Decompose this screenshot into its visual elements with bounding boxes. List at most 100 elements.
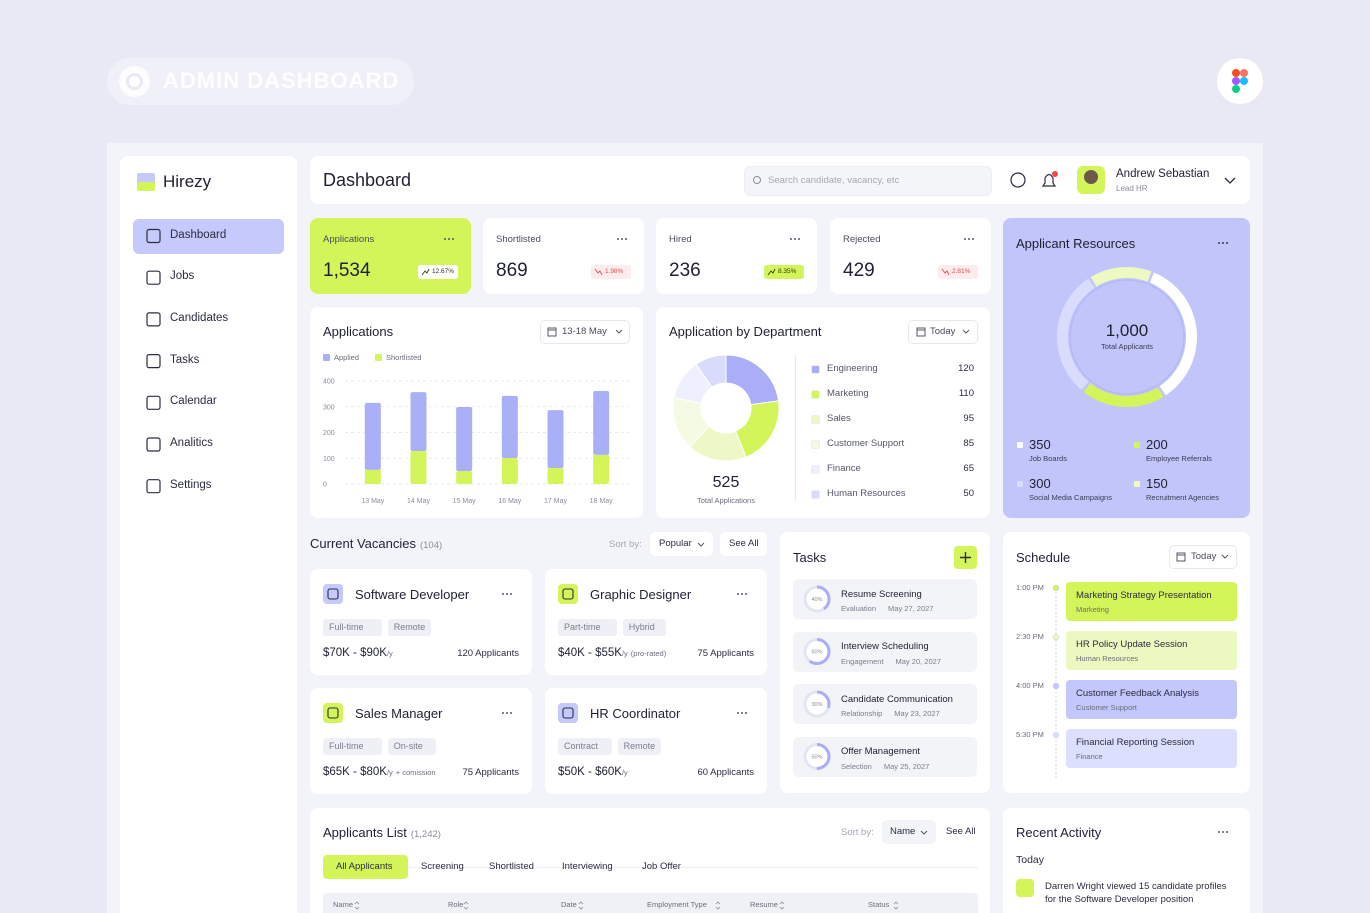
donut-total: 1,000 bbox=[1105, 320, 1149, 340]
nav-item[interactable]: Candidates bbox=[170, 312, 229, 325]
nav-item[interactable]: Dashboard bbox=[170, 228, 227, 241]
job-salary: $40K - $55K/y (pro-rated) bbox=[558, 647, 666, 660]
tab[interactable]: Job Offer bbox=[642, 860, 681, 872]
stat-value: 236 bbox=[669, 259, 701, 281]
stat-card[interactable] bbox=[830, 218, 991, 294]
legend-swatch bbox=[811, 464, 820, 474]
see-all[interactable]: See All bbox=[729, 537, 759, 549]
stat-card[interactable] bbox=[656, 218, 817, 294]
title-text: Applicants List bbox=[323, 825, 407, 840]
event-card[interactable] bbox=[1066, 582, 1237, 621]
event-card[interactable] bbox=[1066, 729, 1237, 768]
pie-total: 525 bbox=[712, 474, 740, 492]
tab[interactable]: Screening bbox=[421, 860, 464, 872]
see-all-button[interactable] bbox=[720, 532, 767, 556]
task-category: Engagement bbox=[841, 656, 884, 666]
task-meta: Selection May 25, 2027 bbox=[841, 761, 929, 771]
event-title: Marketing Strategy Presentation bbox=[1076, 589, 1212, 601]
activity-group: Today bbox=[1016, 854, 1045, 867]
stat-label: Hired bbox=[669, 233, 692, 245]
legend-swatch bbox=[1134, 481, 1140, 487]
header-title: ADMIN DASHBOARD bbox=[163, 67, 400, 93]
tab-active-bg[interactable] bbox=[323, 855, 408, 879]
salary-period: /y bbox=[386, 768, 393, 777]
event-time: 5:30 PM bbox=[1016, 729, 1044, 739]
legend-label: Human Resources bbox=[827, 487, 906, 499]
job-salary: $70K - $90K/y bbox=[323, 647, 393, 660]
event-card[interactable] bbox=[1066, 680, 1237, 719]
job-title: HR Coordinator bbox=[590, 705, 681, 721]
job-tag bbox=[387, 738, 437, 755]
stat-change-pill bbox=[591, 265, 631, 279]
legend-value: 350 bbox=[1029, 436, 1051, 452]
tab[interactable]: Shortlisted bbox=[489, 860, 534, 872]
divider bbox=[795, 355, 796, 501]
legend-label: Engineering bbox=[827, 362, 878, 374]
column-header[interactable]: Resume bbox=[750, 899, 778, 909]
legend-swatch bbox=[1017, 481, 1023, 487]
range-label: Today bbox=[930, 325, 956, 337]
see-all[interactable]: See All bbox=[946, 825, 976, 837]
legend-value: 120 bbox=[958, 362, 974, 374]
legend-label: Finance bbox=[827, 462, 861, 474]
title-text: Current Vacancies bbox=[310, 536, 416, 551]
legend-swatch bbox=[811, 414, 820, 424]
legend-label: Employee Referrals bbox=[1146, 453, 1212, 463]
title-count: (104) bbox=[419, 540, 443, 551]
column-header[interactable]: Date bbox=[561, 899, 577, 909]
title-count: (1,242) bbox=[410, 829, 441, 840]
event-card[interactable] bbox=[1066, 631, 1237, 670]
legend-value: 50 bbox=[963, 487, 974, 499]
salary-range: $65K - $80K bbox=[323, 766, 387, 778]
resources-card bbox=[1003, 218, 1250, 518]
column-header[interactable]: Name bbox=[333, 899, 354, 909]
legend-value: 95 bbox=[963, 412, 974, 424]
nav-item[interactable]: Tasks bbox=[170, 353, 200, 366]
task-category: Selection bbox=[841, 761, 872, 771]
column-header[interactable]: Status bbox=[868, 899, 890, 909]
event-category: Marketing bbox=[1076, 604, 1109, 614]
stat-card[interactable] bbox=[483, 218, 644, 294]
nav-item[interactable]: Calendar bbox=[170, 395, 217, 408]
event-time: 2:30 PM bbox=[1016, 631, 1044, 641]
stat-change: 2.81% bbox=[952, 267, 971, 275]
section-title: Applicants List (1,242) bbox=[323, 826, 441, 840]
task-title: Offer Management bbox=[841, 746, 921, 758]
stat-value: 869 bbox=[496, 259, 528, 281]
task-title: Candidate Communication bbox=[841, 693, 953, 705]
stat-card[interactable] bbox=[310, 218, 471, 294]
task-date: May 23, 2027 bbox=[894, 709, 940, 718]
nav-item[interactable]: Jobs bbox=[170, 270, 195, 283]
card-title: Schedule bbox=[1016, 549, 1071, 565]
job-tag bbox=[558, 619, 617, 636]
page-title: Dashboard bbox=[323, 170, 412, 191]
activity-text: Darren Wright viewed 15 candidate profil… bbox=[1045, 881, 1227, 905]
task-meta: Relationship May 23, 2027 bbox=[841, 710, 940, 718]
tab[interactable]: Interviewing bbox=[562, 860, 613, 872]
legend-value: 300 bbox=[1029, 475, 1051, 491]
legend-label: Marketing bbox=[827, 387, 869, 399]
search-box[interactable] bbox=[744, 166, 992, 196]
job-tag-text: Contract bbox=[564, 740, 599, 751]
brand-logo-top bbox=[137, 173, 155, 182]
table-header bbox=[323, 893, 978, 913]
header-logo bbox=[119, 66, 150, 97]
legend-label: Applied bbox=[334, 352, 360, 362]
figma-badge bbox=[1217, 58, 1263, 104]
card-title: Applications bbox=[323, 323, 394, 339]
stat-change-pill bbox=[764, 265, 804, 279]
add-task-button[interactable] bbox=[954, 546, 977, 569]
sort-value: Name bbox=[890, 825, 916, 837]
nav-item[interactable]: Analitics bbox=[170, 437, 213, 450]
stat-label: Rejected bbox=[843, 233, 881, 245]
column-header[interactable]: Role bbox=[448, 899, 464, 909]
column-header[interactable]: Employment Type bbox=[647, 899, 707, 909]
job-tag-text: On-site bbox=[393, 740, 423, 751]
user-name: Andrew Sebastian bbox=[1116, 167, 1210, 180]
job-icon bbox=[323, 703, 343, 723]
nav-item[interactable]: Settings bbox=[170, 478, 212, 491]
job-icon bbox=[558, 584, 578, 604]
stat-change-pill bbox=[418, 265, 458, 279]
event-title: HR Policy Update Session bbox=[1076, 638, 1188, 650]
tab[interactable]: All Applicants bbox=[336, 860, 393, 872]
